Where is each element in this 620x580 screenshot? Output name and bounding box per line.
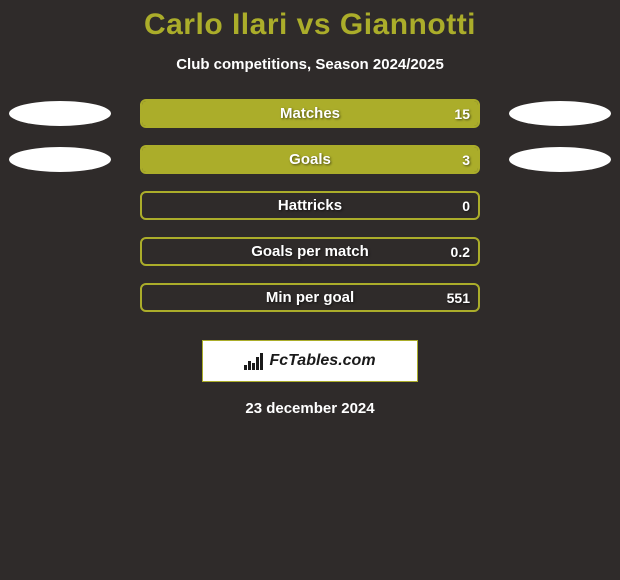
stat-row: Hattricks0	[0, 191, 620, 220]
page-subtitle: Club competitions, Season 2024/2025	[0, 56, 620, 73]
stat-bar: Min per goal551	[140, 283, 480, 312]
stat-row: Min per goal551	[0, 283, 620, 312]
stat-bar: Goals per match0.2	[140, 237, 480, 266]
stat-row: Goals3	[0, 145, 620, 174]
stat-label: Hattricks	[142, 193, 478, 218]
stat-value: 0.2	[451, 239, 470, 264]
date-label: 23 december 2024	[0, 400, 620, 417]
stat-bar-fill	[142, 101, 478, 126]
stat-label: Min per goal	[142, 285, 478, 310]
stat-bar: Goals3	[140, 145, 480, 174]
bar-chart-icon	[244, 352, 263, 370]
stat-value: 551	[447, 285, 470, 310]
stat-value: 0	[462, 193, 470, 218]
stat-bar: Hattricks0	[140, 191, 480, 220]
brand-badge: FcTables.com	[202, 340, 418, 382]
stat-bar: Matches15	[140, 99, 480, 128]
stat-rows: Matches15 Goals3 Hattricks0 Goals per match…	[0, 99, 620, 312]
brand-text: FcTables.com	[269, 352, 375, 370]
stat-row: Matches15	[0, 99, 620, 128]
left-oval	[9, 147, 111, 172]
stat-row: Goals per match0.2	[0, 237, 620, 266]
right-oval	[509, 101, 611, 126]
stat-bar-fill	[142, 147, 478, 172]
page-title: Carlo Ilari vs Giannotti	[0, 8, 620, 42]
left-oval	[9, 101, 111, 126]
stat-label: Goals per match	[142, 239, 478, 264]
comparison-infographic: Carlo Ilari vs Giannotti Club competitio…	[0, 0, 620, 580]
right-oval	[509, 147, 611, 172]
